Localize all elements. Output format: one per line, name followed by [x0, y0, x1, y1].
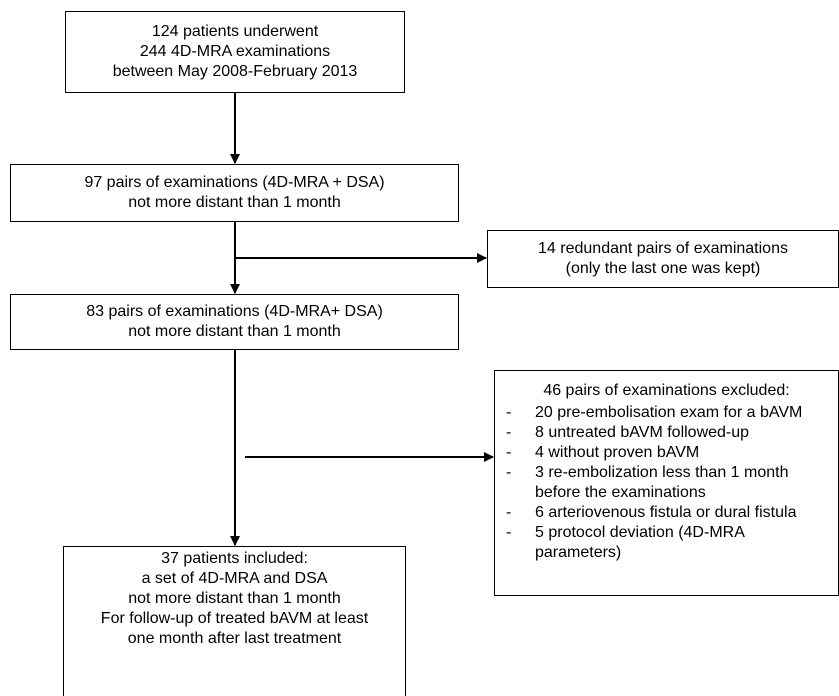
box-pairs97: 97 pairs of examinations (4D-MRA + DSA) …	[10, 164, 459, 222]
box-pairs97-line: 97 pairs of examinations (4D-MRA + DSA)	[84, 174, 385, 191]
excluded-item-text: 5 protocol deviation (4D-MRA	[535, 524, 745, 541]
box-included-line: 37 patients included:	[161, 550, 308, 567]
excluded-list: 20 pre-embolisation exam for a bAVM 8 un…	[495, 403, 838, 563]
excluded-item-text: 8 untreated bAVM followed-up	[535, 424, 750, 441]
excluded-item: 8 untreated bAVM followed-up	[495, 423, 838, 443]
box-included-line: a set of 4D-MRA and DSA	[141, 570, 328, 587]
box-excluded-title: 46 pairs of examinations excluded:	[543, 382, 790, 399]
box-start: 124 patients underwent 244 4D-MRA examin…	[65, 11, 405, 93]
excluded-item: 4 without proven bAVM	[495, 443, 838, 463]
box-start-line: 124 patients underwent	[151, 23, 319, 40]
box-pairs97-line: not more distant than 1 month	[128, 194, 341, 211]
box-start-line: 244 4D-MRA examinations	[139, 43, 331, 60]
box-redundant-line: (only the last one was kept)	[565, 260, 761, 277]
box-included-line: not more distant than 1 month	[128, 590, 341, 607]
excluded-item-text: before the examinations	[535, 484, 706, 501]
box-redundant: 14 redundant pairs of examinations (only…	[487, 230, 839, 288]
excluded-item-text: parameters)	[535, 544, 622, 561]
excluded-item-text: 4 without proven bAVM	[535, 444, 700, 461]
excluded-item-text: 6 arteriovenous fistula or dural fistula	[535, 504, 797, 521]
box-pairs83-line: 83 pairs of examinations (4D-MRA+ DSA)	[86, 303, 383, 320]
box-pairs83-line: not more distant than 1 month	[128, 323, 341, 340]
excluded-item: 6 arteriovenous fistula or dural fistula	[495, 503, 838, 523]
excluded-item: 5 protocol deviation (4D-MRA parameters)	[495, 523, 838, 563]
box-included: 37 patients included: a set of 4D-MRA an…	[63, 546, 406, 696]
box-excluded: 46 pairs of examinations excluded: 20 pr…	[494, 370, 839, 596]
box-redundant-line: 14 redundant pairs of examinations	[538, 240, 788, 257]
excluded-item-text: 3 re-embolization less than 1 month	[535, 464, 789, 481]
box-start-line: between May 2008-February 2013	[112, 63, 358, 80]
box-pairs83: 83 pairs of examinations (4D-MRA+ DSA) n…	[10, 294, 459, 350]
excluded-item: 3 re-embolization less than 1 month befor…	[495, 463, 838, 503]
box-included-line: one month after last treatment	[127, 630, 342, 647]
excluded-item: 20 pre-embolisation exam for a bAVM	[495, 403, 838, 423]
box-included-line: For follow-up of treated bAVM at least	[100, 610, 369, 627]
excluded-item-text: 20 pre-embolisation exam for a bAVM	[535, 404, 803, 421]
